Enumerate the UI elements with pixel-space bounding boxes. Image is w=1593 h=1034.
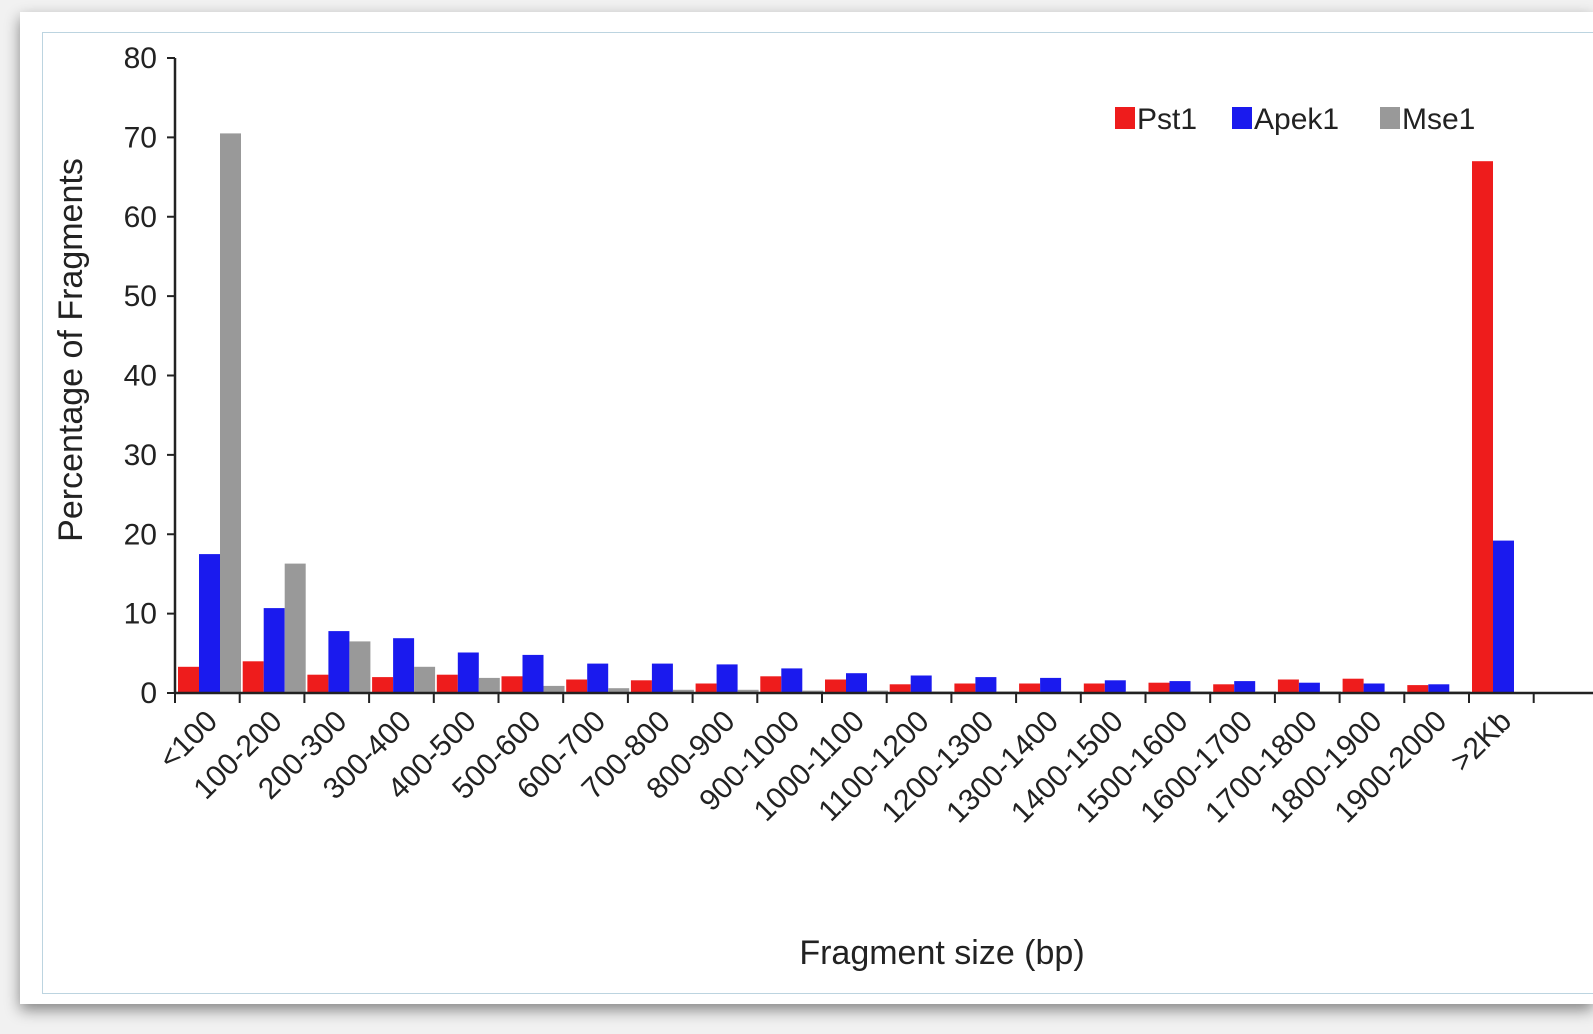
bar-mse1-3 <box>414 666 436 693</box>
bar-pst1-1 <box>242 661 264 694</box>
bar-pst1-6 <box>566 679 588 693</box>
bar-apek1-16 <box>1234 681 1256 693</box>
y-tick-label: 10 <box>124 598 157 631</box>
bar-pst1-14 <box>1083 683 1105 693</box>
bar-pst1-10 <box>825 679 846 693</box>
bar-apek1-18 <box>1363 683 1385 693</box>
bar-apek1-8 <box>716 664 738 693</box>
bar-pst1-16 <box>1213 684 1235 693</box>
y-tick-label: 40 <box>124 360 157 393</box>
legend-label-mse1: Mse1 <box>1402 103 1475 136</box>
bar-apek1-11 <box>910 675 932 693</box>
bar-pst1-15 <box>1148 682 1170 693</box>
y-tick-label: 20 <box>124 518 157 551</box>
bar-pst1-20 <box>1472 161 1493 693</box>
bars-layer <box>178 133 1514 694</box>
bar-chart: 0 10 20 30 40 50 60 70 80 <100100-200200-300300-… <box>52 42 1593 972</box>
bar-mse1-5 <box>543 685 565 693</box>
legend-label-pst1: Pst1 <box>1137 103 1197 136</box>
bar-pst1-7 <box>630 680 652 693</box>
bar-mse1-0 <box>220 133 241 693</box>
legend-swatch-pst1 <box>1115 107 1135 129</box>
bar-apek1-20 <box>1493 540 1514 693</box>
x-tick-labels: <100100-200200-300300-400400-500500-6006… <box>153 705 1518 830</box>
bar-apek1-2 <box>328 631 350 693</box>
bar-apek1-12 <box>975 677 997 693</box>
legend-swatch-apek1 <box>1232 107 1252 129</box>
bar-apek1-19 <box>1428 684 1450 693</box>
bar-pst1-19 <box>1407 685 1429 693</box>
bar-apek1-3 <box>393 638 415 693</box>
bar-apek1-17 <box>1298 682 1320 693</box>
bar-apek1-14 <box>1104 680 1126 693</box>
bar-apek1-4 <box>457 652 479 693</box>
axes-layer <box>167 57 1593 703</box>
bar-mse1-7 <box>672 689 694 693</box>
bar-apek1-6 <box>587 663 609 693</box>
bar-pst1-11 <box>889 684 911 693</box>
bar-apek1-5 <box>522 654 544 693</box>
y-tick-label: 0 <box>140 677 157 710</box>
legend-label-apek1: Apek1 <box>1254 103 1339 136</box>
bar-pst1-2 <box>307 674 329 693</box>
legend: Pst1 Apek1 Mse1 <box>1115 103 1475 136</box>
bar-mse1-6 <box>608 688 630 693</box>
bar-pst1-4 <box>436 674 458 693</box>
bar-pst1-8 <box>695 683 717 693</box>
bar-mse1-8 <box>737 689 759 693</box>
y-tick-label: 30 <box>124 439 157 472</box>
bar-apek1-9 <box>781 668 803 693</box>
x-axis-title: Fragment size (bp) <box>799 934 1084 972</box>
x-tick-label: >2Kb <box>1444 705 1517 778</box>
bar-apek1-7 <box>651 663 673 693</box>
bar-apek1-10 <box>846 673 867 693</box>
bar-pst1-12 <box>954 683 976 693</box>
y-tick-label: 80 <box>124 42 157 75</box>
y-tick-label: 70 <box>124 121 157 154</box>
bar-apek1-0 <box>199 554 220 693</box>
bar-pst1-3 <box>372 677 394 693</box>
legend-swatch-mse1 <box>1380 107 1400 129</box>
chart-card: 0 10 20 30 40 50 60 70 80 <100 100-200 200-300 300-… <box>20 12 1593 1004</box>
chart-frame <box>42 32 1593 994</box>
bar-mse1-2 <box>349 641 371 693</box>
bar-apek1-1 <box>263 608 285 693</box>
bar-apek1-13 <box>1040 677 1062 693</box>
bar-mse1-1 <box>284 563 306 693</box>
bar-pst1-0 <box>178 666 199 693</box>
y-tick-label: 60 <box>124 201 157 234</box>
y-tick-label: 50 <box>124 280 157 313</box>
bar-mse1-4 <box>478 677 500 693</box>
bar-pst1-17 <box>1277 679 1299 693</box>
bar-pst1-5 <box>501 676 523 693</box>
bar-pst1-9 <box>760 676 782 693</box>
bar-pst1-13 <box>1019 683 1041 693</box>
bar-pst1-18 <box>1342 678 1364 693</box>
y-axis-title: Percentage of Fragments <box>52 158 90 542</box>
bar-apek1-15 <box>1169 681 1191 693</box>
y-tick-labels: 0 10 20 30 40 50 60 70 80 <box>124 42 157 710</box>
